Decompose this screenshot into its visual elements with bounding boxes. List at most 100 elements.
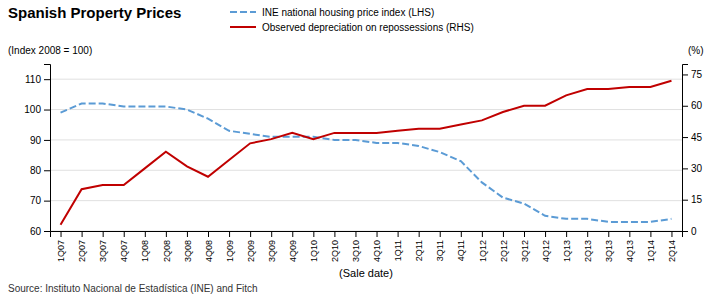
x-tick-mark bbox=[650, 231, 651, 237]
x-tick-label: 1Q07 bbox=[56, 240, 66, 262]
x-tick-label: 4Q09 bbox=[288, 240, 298, 262]
x-tick: 3Q13 bbox=[604, 231, 614, 262]
x-tick: 3Q07 bbox=[98, 231, 108, 262]
y-tick-label: 90 bbox=[30, 135, 42, 146]
x-tick: 2Q11 bbox=[414, 231, 424, 261]
x-tick: 3Q09 bbox=[267, 231, 277, 262]
y-tick-mark bbox=[44, 170, 50, 171]
legend-label: INE national housing price index (LHS) bbox=[262, 7, 434, 18]
y2-tick-label: 15 bbox=[691, 194, 703, 205]
x-tick: 2Q09 bbox=[246, 231, 256, 262]
x-tick-mark bbox=[503, 231, 504, 237]
x-tick: 3Q10 bbox=[351, 231, 361, 262]
x-tick-mark bbox=[482, 231, 483, 237]
y-tick: 100 bbox=[24, 104, 50, 115]
x-tick: 2Q12 bbox=[499, 231, 509, 262]
grid-line bbox=[50, 109, 682, 110]
x-tick: 1Q12 bbox=[478, 231, 488, 262]
series-line bbox=[61, 81, 672, 225]
x-tick-mark bbox=[82, 231, 83, 237]
x-tick: 1Q13 bbox=[562, 231, 572, 262]
x-tick: 2Q14 bbox=[667, 231, 677, 262]
y2-tick-mark bbox=[682, 106, 688, 107]
x-tick: 1Q14 bbox=[646, 231, 656, 262]
x-tick-mark bbox=[250, 231, 251, 237]
x-tick-label: 4Q12 bbox=[541, 240, 551, 262]
x-tick: 2Q07 bbox=[77, 231, 87, 262]
legend-swatch bbox=[230, 11, 256, 13]
grid-line bbox=[50, 200, 682, 201]
y2-tick: 60 bbox=[682, 100, 703, 111]
x-tick-mark bbox=[145, 231, 146, 237]
x-tick-mark bbox=[587, 231, 588, 237]
y2-axis-line bbox=[683, 65, 689, 232]
x-tick-mark bbox=[461, 231, 462, 237]
x-tick-label: 1Q12 bbox=[478, 240, 488, 262]
legend-swatch bbox=[230, 26, 256, 28]
x-tick-label: 4Q11 bbox=[456, 240, 466, 261]
y-tick-label: 100 bbox=[24, 104, 41, 115]
y2-tick-label: 75 bbox=[691, 69, 703, 80]
x-tick-mark bbox=[166, 231, 167, 237]
x-tick-mark bbox=[419, 231, 420, 237]
x-tick-label: 4Q07 bbox=[119, 240, 129, 262]
y-tick-label: 60 bbox=[30, 226, 42, 237]
x-tick: 4Q13 bbox=[625, 231, 635, 262]
x-tick-mark bbox=[377, 231, 378, 237]
x-tick: 1Q10 bbox=[309, 231, 319, 262]
x-tick-mark bbox=[292, 231, 293, 237]
x-tick-label: 1Q11 bbox=[393, 240, 403, 261]
x-tick: 1Q07 bbox=[56, 231, 66, 262]
legend: INE national housing price index (LHS) Ob… bbox=[230, 7, 474, 33]
y-tick-mark bbox=[44, 79, 50, 80]
x-tick: 3Q12 bbox=[520, 231, 530, 262]
x-axis-line bbox=[51, 232, 683, 238]
y2-tick-mark bbox=[682, 74, 688, 75]
x-tick-label: 2Q12 bbox=[499, 240, 509, 262]
chart: 1Q072Q073Q074Q071Q082Q083Q084Q081Q092Q09… bbox=[0, 0, 727, 297]
y2-tick-label: 60 bbox=[691, 100, 703, 111]
x-tick-label: 3Q12 bbox=[520, 240, 530, 262]
grid-line bbox=[50, 79, 682, 80]
x-tick-label: 3Q11 bbox=[435, 240, 445, 261]
x-tick-mark bbox=[61, 231, 62, 237]
x-tick-mark bbox=[271, 231, 272, 237]
y-tick-mark bbox=[44, 140, 50, 141]
x-axis: 1Q072Q073Q074Q071Q082Q083Q084Q081Q092Q09… bbox=[51, 231, 683, 262]
x-tick-label: 3Q09 bbox=[267, 240, 277, 262]
x-tick: 4Q10 bbox=[372, 231, 382, 262]
x-tick-mark bbox=[229, 231, 230, 237]
x-tick-mark bbox=[440, 231, 441, 237]
x-tick-label: 2Q08 bbox=[162, 240, 172, 262]
y-tick-label: 110 bbox=[25, 74, 41, 85]
x-tick: 4Q08 bbox=[204, 231, 214, 262]
x-tick-label: 2Q14 bbox=[667, 240, 677, 262]
plot: 1Q072Q073Q074Q071Q082Q083Q084Q081Q092Q09… bbox=[24, 65, 702, 263]
x-tick-label: 4Q08 bbox=[204, 240, 214, 262]
legend-label: Observed depreciation on repossessions (… bbox=[262, 22, 474, 33]
y2-tick-mark bbox=[682, 200, 688, 201]
x-tick-label: 1Q09 bbox=[225, 240, 235, 262]
x-tick-label: 1Q14 bbox=[646, 240, 656, 262]
x-tick-label: 3Q10 bbox=[351, 240, 361, 262]
y2-tick-mark bbox=[682, 137, 688, 138]
x-tick-label: 2Q10 bbox=[330, 240, 340, 262]
x-tick-mark bbox=[629, 231, 630, 237]
x-tick-label: 3Q13 bbox=[604, 240, 614, 262]
y-axis: 60708090100110 bbox=[24, 65, 50, 237]
y2-tick: 30 bbox=[682, 163, 703, 174]
x-tick-mark bbox=[334, 231, 335, 237]
title: Spanish Property Prices bbox=[8, 4, 181, 21]
x-tick-mark bbox=[398, 231, 399, 237]
x-tick: 2Q10 bbox=[330, 231, 340, 262]
x-tick-mark bbox=[208, 231, 209, 237]
x-tick: 4Q09 bbox=[288, 231, 298, 262]
y2-tick: 0 bbox=[682, 226, 697, 237]
x-tick-mark bbox=[566, 231, 567, 237]
x-tick: 3Q08 bbox=[183, 231, 193, 262]
x-tick-mark bbox=[187, 231, 188, 237]
x-tick-mark bbox=[524, 231, 525, 237]
y2-axis: 01530456075 bbox=[682, 65, 703, 237]
grid-line bbox=[50, 170, 682, 171]
y2-tick-mark bbox=[682, 231, 688, 232]
